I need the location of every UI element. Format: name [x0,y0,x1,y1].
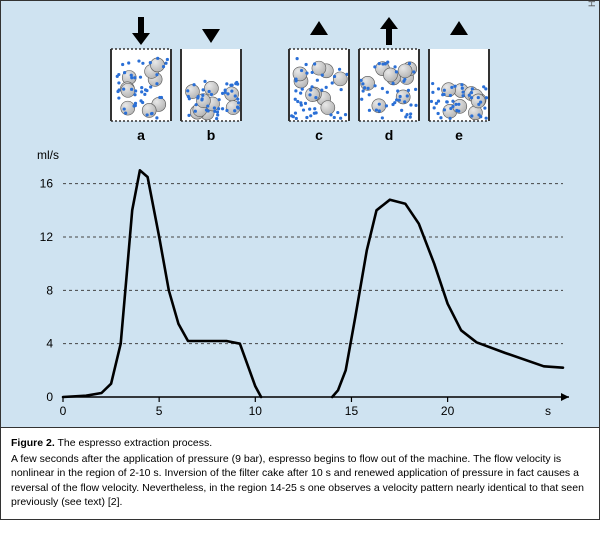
arrow-a-icon [126,15,156,47]
diagram-group-ab: ab [109,15,243,143]
svg-text:s: s [545,404,551,418]
diagram-label-a: a [137,127,145,143]
svg-text:10: 10 [249,404,263,418]
svg-text:12: 12 [40,230,54,244]
svg-text:0: 0 [46,390,53,404]
diagram-group-cde: c d e [287,15,491,143]
svg-text:15: 15 [345,404,359,418]
flow-chart: ml/s 0 4 8 12 16 0 5 10 15 20 s [15,147,585,427]
svg-text:8: 8 [46,283,53,297]
svg-text:16: 16 [40,177,54,191]
diagram-d: d [357,15,421,143]
diagram-label-b: b [207,127,216,143]
diagram-e: e [427,15,491,143]
container-d-icon [357,47,421,123]
diagram-c: c [287,15,351,143]
svg-text:5: 5 [156,404,163,418]
svg-text:ml/s: ml/s [37,148,59,162]
diagram-label-d: d [385,127,394,143]
caption-title-label: Figure 2. [11,437,55,449]
container-b-icon [179,47,243,123]
container-e-icon [427,47,491,123]
diagram-label-c: c [315,127,323,143]
flow-chart-svg: ml/s 0 4 8 12 16 0 5 10 15 20 s [15,147,585,427]
svg-text:0: 0 [60,404,67,418]
arrow-d-icon [374,15,404,47]
caption-body: A few seconds after the application of p… [11,452,589,509]
caption-title-text: The espresso extraction process. [58,437,213,449]
container-a-icon [109,47,173,123]
diagram-a: a [109,15,173,143]
container-c-icon [287,47,351,123]
diagram-row: ab cde [11,15,589,143]
diagram-label-e: e [455,127,463,143]
arrow-e-icon [444,15,474,47]
diagram-b: b [179,15,243,143]
arrow-b-icon [196,15,226,47]
figure-caption: Figure 2. The espresso extraction proces… [0,428,600,520]
figure-panel: ©Wiley-VCH ab cde ml/s048121605101520s [0,0,600,428]
svg-text:4: 4 [46,337,53,351]
arrow-c-icon [304,15,334,47]
svg-text:20: 20 [441,404,455,418]
copyright-label: ©Wiley-VCH [587,0,597,7]
